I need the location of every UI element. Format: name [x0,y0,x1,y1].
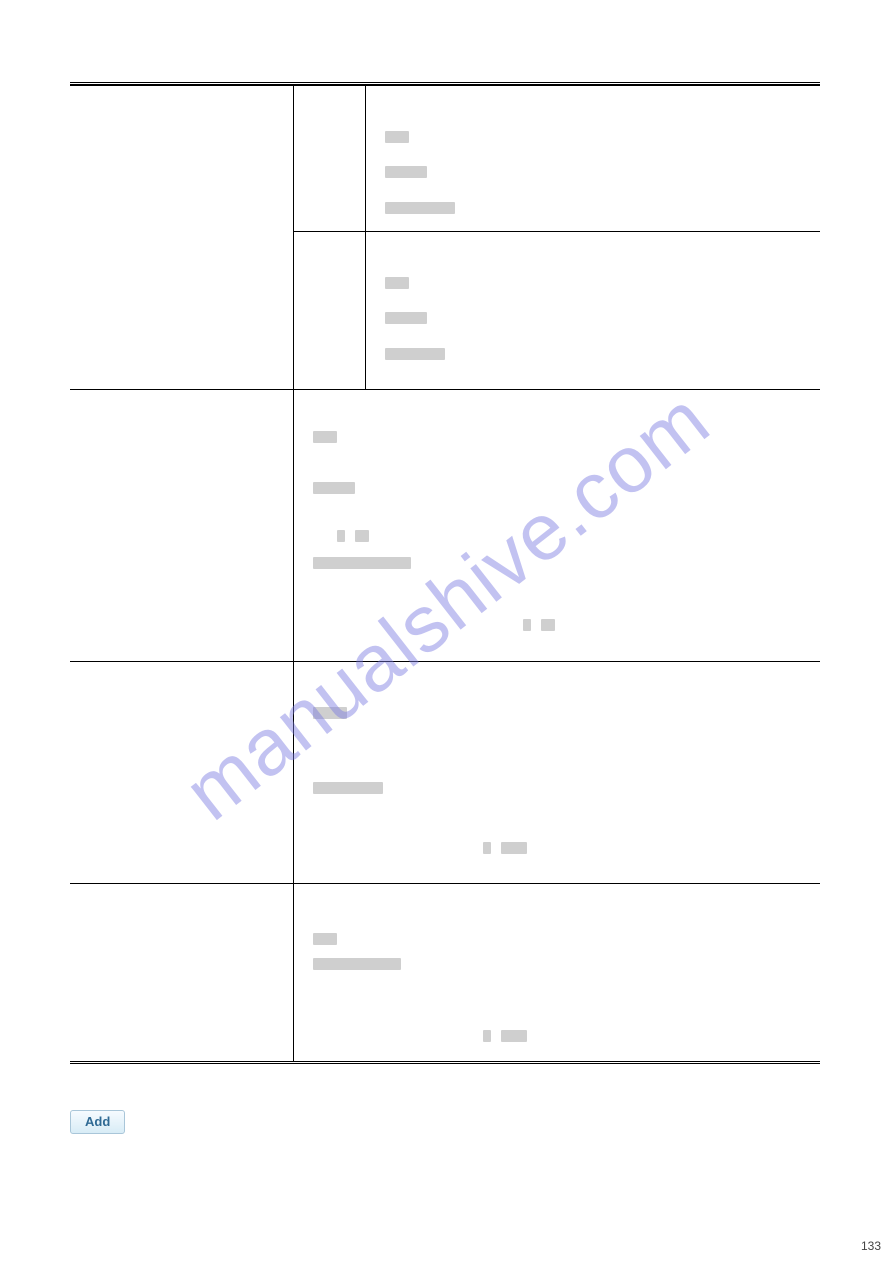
redacted-text [313,958,401,970]
redacted-text [523,619,531,631]
redacted-text [313,557,411,569]
page-content: Add [70,0,820,1263]
redacted-text [313,482,355,494]
redacted-text [355,530,369,542]
redacted-text [385,202,455,214]
redacted-text [501,1030,527,1042]
redacted-text [337,530,345,542]
redacted-text [541,619,555,631]
page-number: 133 [861,1237,881,1255]
redacted-text [385,131,409,143]
redacted-text [385,166,427,178]
redacted-text [483,842,491,854]
redacted-text [313,431,337,443]
redacted-text [313,933,337,945]
redacted-text [313,707,347,719]
table-row [70,85,820,231]
add-button[interactable]: Add [70,1110,125,1134]
spec-table [70,82,820,1064]
redacted-text [313,782,383,794]
table-row [70,389,820,661]
table-row [70,661,820,883]
redacted-text [385,277,409,289]
redacted-text [501,842,527,854]
redacted-text [385,348,445,360]
table-row [70,883,820,1061]
redacted-text [385,312,427,324]
table-row [70,231,820,389]
redacted-text [483,1030,491,1042]
